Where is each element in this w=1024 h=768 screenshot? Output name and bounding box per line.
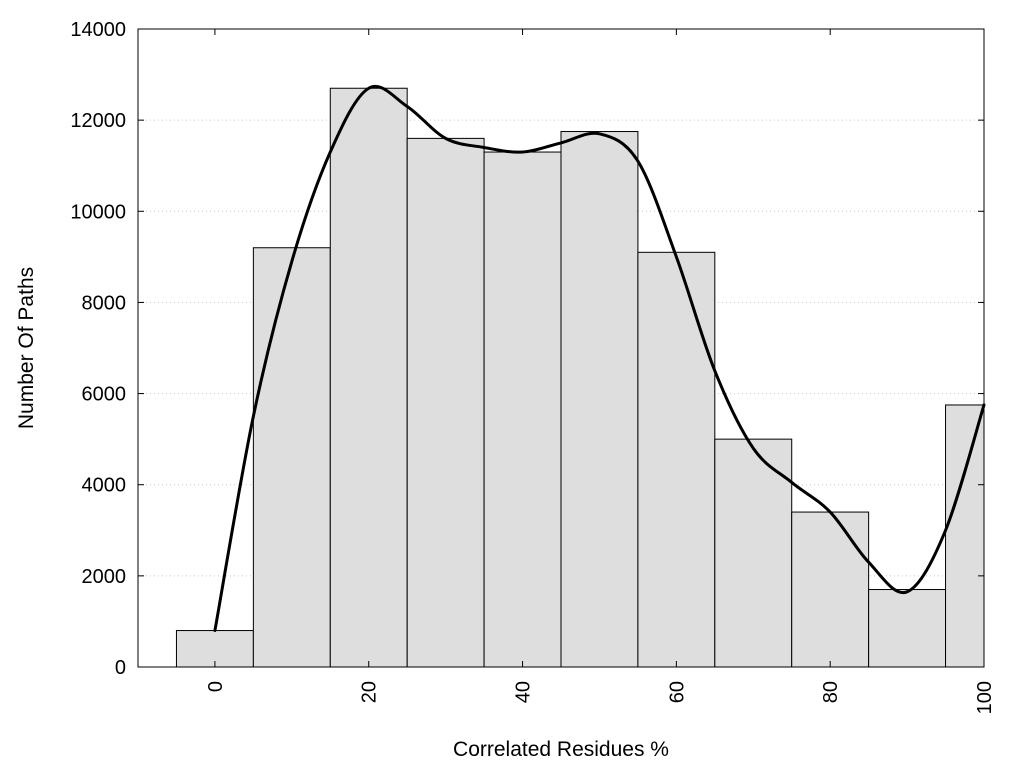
histogram-bar xyxy=(637,251,716,668)
y-tick-label: 0 xyxy=(115,657,126,679)
y-axis-label: Number Of Paths xyxy=(15,267,38,429)
histogram-bar xyxy=(483,151,562,668)
y-axis-ticks: 0 2000 4000 6000 8000 10000 12000 14000 xyxy=(70,19,984,679)
y-tick-label: 4000 xyxy=(82,475,127,497)
histogram-bar xyxy=(560,131,639,668)
x-tick-label: 60 xyxy=(666,681,688,703)
histogram-bar xyxy=(791,511,870,668)
histogram-bar xyxy=(868,589,947,668)
plot-frame xyxy=(137,28,985,668)
bars-layer xyxy=(175,87,985,668)
y-tick-label: 14000 xyxy=(70,19,126,41)
x-axis-label: Correlated Residues % xyxy=(453,738,669,761)
y-tick-label: 10000 xyxy=(70,201,126,223)
y-tick-label: 2000 xyxy=(82,566,127,588)
y-tick-label: 8000 xyxy=(82,292,127,314)
curve-layer xyxy=(213,85,986,633)
histogram-bar xyxy=(945,404,985,668)
x-axis-ticks: 0 20 40 60 80 100 xyxy=(205,29,996,714)
histogram-bar xyxy=(406,137,485,668)
smooth-curve xyxy=(213,85,986,633)
histogram-bar xyxy=(329,87,408,668)
y-tick-label: 12000 xyxy=(70,110,126,132)
x-tick-label: 40 xyxy=(513,681,535,703)
histogram-bar xyxy=(175,630,254,668)
histogram-bar xyxy=(252,247,331,668)
x-tick-label: 20 xyxy=(359,681,381,703)
x-tick-label: 0 xyxy=(205,681,227,692)
y-tick-label: 6000 xyxy=(82,384,127,406)
x-tick-label: 100 xyxy=(974,681,996,714)
x-tick-label: 80 xyxy=(820,681,842,703)
